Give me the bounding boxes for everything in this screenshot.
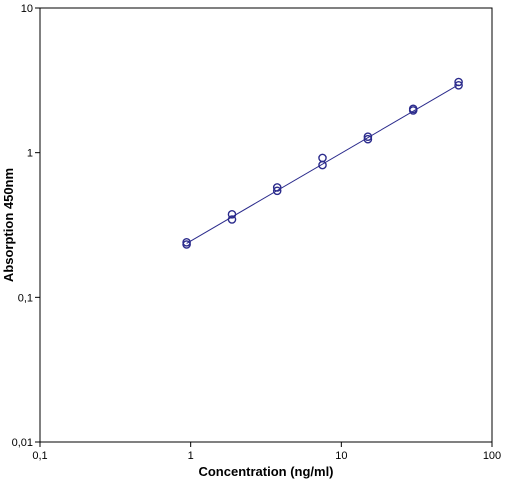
y-tick-label: 10: [21, 3, 33, 15]
data-point: [408, 104, 418, 114]
data-point: [227, 209, 237, 219]
data-point: [227, 215, 237, 224]
data-point: [363, 132, 373, 141]
data-point: [454, 77, 463, 87]
data-point: [454, 81, 463, 90]
y-tick-label: 0,01: [12, 437, 33, 449]
y-axis-title: Absorption 450nm: [1, 168, 16, 282]
x-tick-label: 10: [335, 450, 347, 462]
x-axis-title: Concentration (ng/ml): [198, 464, 333, 479]
x-tick-label: 100: [483, 450, 501, 462]
fit-line: [186, 84, 459, 244]
data-point: [182, 237, 191, 247]
x-tick-label: 1: [188, 450, 194, 462]
data-point: [363, 134, 373, 144]
fit-line-group: [186, 84, 459, 244]
x-tick-label: 0,1: [32, 450, 47, 462]
data-points: [182, 77, 463, 249]
plot-area: [39, 7, 493, 443]
data-point: [272, 183, 282, 192]
y-tick-label: 0,1: [18, 292, 33, 304]
data-point: [272, 186, 282, 196]
data-point: [318, 153, 327, 163]
y-tick-label: 1: [27, 148, 33, 160]
